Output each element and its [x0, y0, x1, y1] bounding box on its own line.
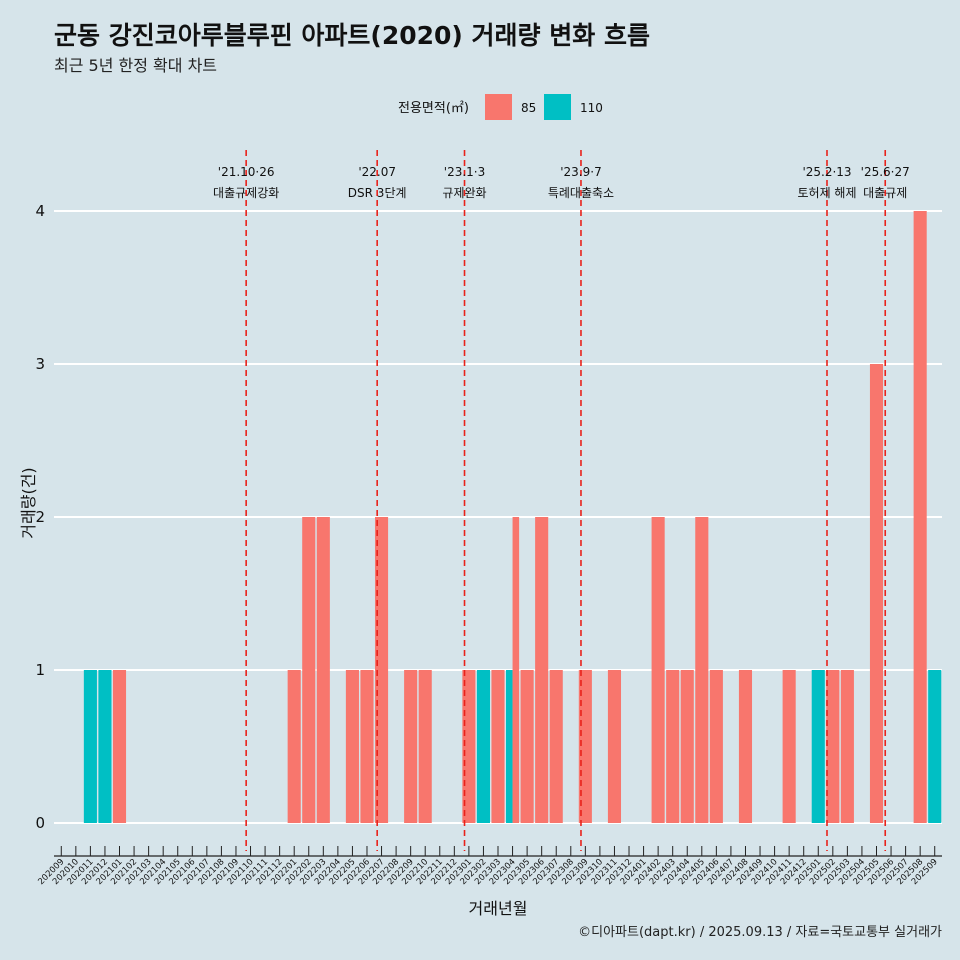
bar-85 [345, 670, 359, 823]
policy-label: 특례대출축소 [548, 186, 614, 200]
bar-85 [512, 517, 520, 823]
policy-label: 대출규제 [863, 186, 907, 200]
y-axis-title: 거래량(건) [19, 467, 38, 538]
bar-85 [535, 517, 549, 823]
policy-label: DSR 3단계 [348, 186, 407, 200]
bars [83, 211, 942, 823]
bar-85 [578, 670, 592, 823]
y-tick-label: 0 [35, 814, 45, 832]
y-tick-label: 1 [35, 661, 45, 679]
legend-title: 전용면적(㎡) [398, 101, 469, 116]
bar-85 [316, 517, 330, 823]
policy-annotations: '21.10·26 대출규제강화 '22.07 DSR 3단계 '23.1·3 규제완화 '… [213, 165, 910, 200]
bar-85 [549, 670, 563, 823]
bar-85 [404, 670, 418, 823]
policy-label: 토허제 해제 [797, 186, 856, 200]
legend-swatch-85 [485, 94, 512, 120]
chart-subtitle: 최근 5년 한정 확대 차트 [54, 56, 218, 75]
bar-110 [928, 670, 942, 823]
policy-label: 규제완화 [442, 186, 486, 200]
policy-label: 대출규제강화 [213, 186, 279, 200]
bar-85 [360, 670, 374, 823]
legend: 전용면적(㎡) 85 110 [398, 94, 603, 120]
bar-85 [826, 670, 840, 823]
bar-85 [709, 670, 723, 823]
policy-date: '21.10·26 [218, 165, 275, 179]
y-tick-label: 4 [35, 202, 45, 220]
chart-title: 군동 강진코아루블루핀 아파트(2020) 거래량 변화 흐름 [54, 21, 650, 50]
bar-85 [738, 670, 753, 823]
source-caption: ©디아파트(dapt.kr) / 2025.09.13 / 자료=국토교통부 실… [578, 925, 942, 940]
legend-label-85: 85 [521, 101, 536, 115]
y-tick-label: 3 [35, 355, 45, 373]
bar-85 [520, 670, 534, 823]
bar-85 [840, 670, 854, 823]
bar-110 [506, 670, 513, 823]
policy-lines [245, 150, 887, 851]
policy-date: '23.1·3 [444, 165, 485, 179]
bar-85 [869, 364, 884, 823]
policy-date: '25.6·27 [861, 165, 910, 179]
bar-85 [418, 670, 432, 823]
bar-85 [462, 670, 476, 823]
legend-swatch-110 [544, 94, 571, 120]
bar-85 [666, 670, 680, 823]
policy-date: '22.07 [358, 165, 396, 179]
x-axis: 2020092020102020112020122021012021022021… [36, 846, 942, 887]
x-axis-title: 거래년월 [469, 899, 528, 918]
bar-85 [607, 670, 622, 823]
bar-85 [913, 211, 927, 823]
bar-85 [782, 670, 796, 823]
legend-label-110: 110 [580, 101, 603, 115]
bar-85 [651, 517, 665, 823]
bar-85 [491, 670, 505, 823]
policy-date: '23.9·7 [560, 165, 601, 179]
bar-85 [695, 517, 709, 823]
bar-110 [83, 670, 97, 823]
bar-110 [98, 670, 112, 823]
bar-110 [476, 670, 490, 823]
y-axis: 0 1 2 3 4 [35, 202, 45, 832]
bar-85 [112, 670, 127, 823]
bar-85 [680, 670, 694, 823]
bar-85 [287, 670, 301, 823]
bar-110 [811, 670, 825, 823]
bar-85 [374, 517, 389, 823]
bar-85 [302, 517, 316, 823]
y-tick-label: 2 [35, 508, 45, 526]
policy-date: '25.2·13 [802, 165, 851, 179]
